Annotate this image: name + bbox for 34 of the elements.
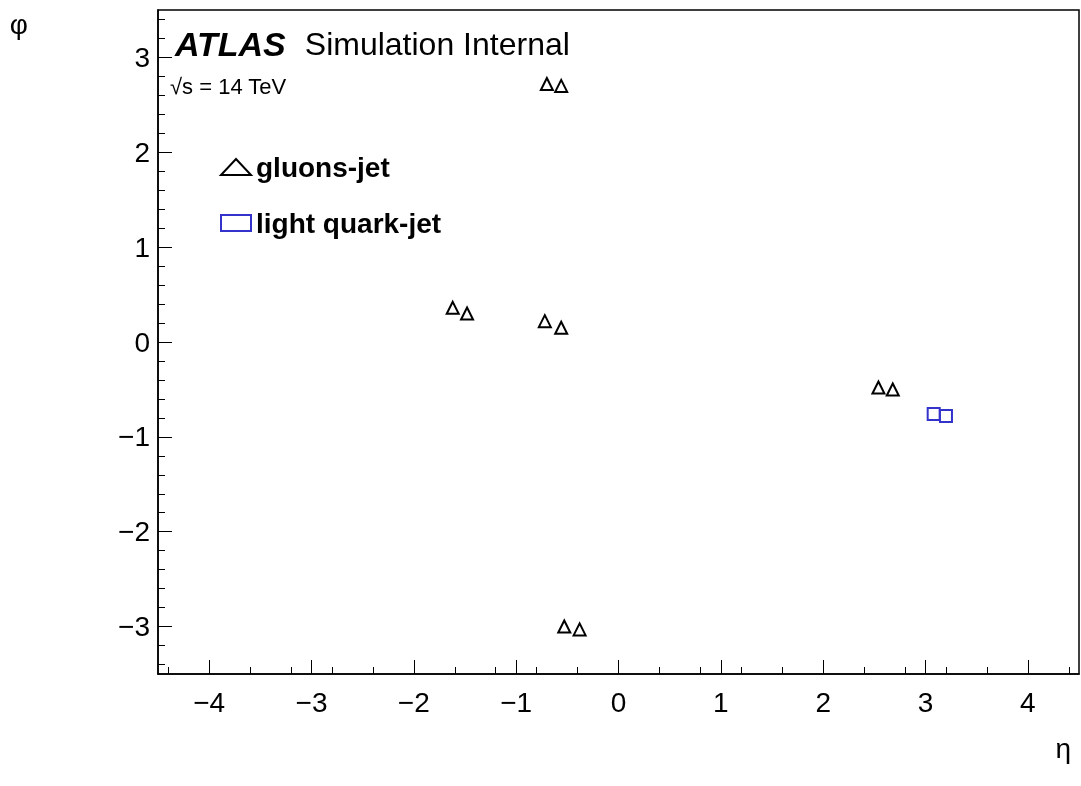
point — [926, 407, 941, 422]
x-tick-label: −2 — [397, 686, 430, 718]
x-tick-label: 3 — [917, 686, 934, 718]
y-tick-label: −2 — [118, 516, 150, 548]
point — [445, 300, 460, 315]
point — [885, 382, 900, 397]
y-tick-label: 0 — [134, 326, 150, 358]
point — [537, 314, 552, 329]
legend-label: light quark-jet — [256, 207, 442, 239]
chart-title: ATLAS Simulation Internal — [174, 25, 570, 63]
y-tick-label: 3 — [134, 41, 150, 73]
y-tick-label: 2 — [134, 136, 150, 168]
x-tick-label: 0 — [610, 686, 627, 718]
y-axis-title: φ — [9, 8, 28, 40]
point — [871, 380, 886, 395]
legend-label: gluons-jet — [256, 151, 390, 183]
x-tick-label: −3 — [295, 686, 328, 718]
x-tick-label: −4 — [193, 686, 226, 718]
annotation: √s = 14 TeV — [170, 73, 287, 99]
point — [554, 320, 569, 335]
x-tick-label: −1 — [500, 686, 533, 718]
x-tick-label: 2 — [815, 686, 831, 718]
point — [557, 619, 572, 634]
point — [938, 408, 953, 423]
y-tick-label: 1 — [134, 231, 150, 263]
point — [460, 306, 475, 321]
x-axis-title: η — [1055, 732, 1071, 764]
point — [554, 78, 569, 93]
point — [572, 622, 587, 637]
x-tick-label: 1 — [713, 686, 729, 718]
x-tick-label: 4 — [1020, 686, 1036, 718]
y-tick-label: −3 — [118, 611, 150, 643]
y-tick-label: −1 — [118, 421, 150, 453]
point — [539, 76, 554, 91]
